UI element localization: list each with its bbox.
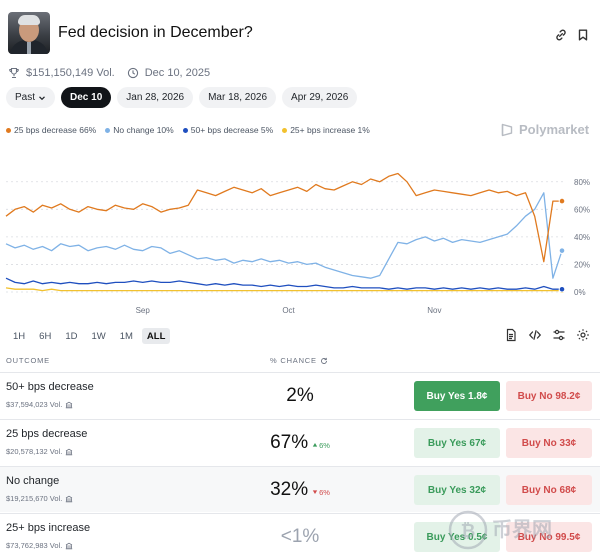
- outcome-chance: 32% 6%: [270, 479, 330, 500]
- series-line: [5, 192, 563, 279]
- date-pill-group: Past Dec 10 Jan 28, 2026 Mar 18, 2026 Ap…: [6, 87, 358, 108]
- market-header: Fed decision in December?: [6, 12, 594, 60]
- column-chance: % CHANCE: [270, 356, 328, 365]
- buy-no-button[interactable]: Buy No 68¢: [506, 475, 592, 505]
- market-volume: $151,150,149 Vol.: [26, 67, 115, 79]
- series-end-point: [558, 247, 566, 254]
- range-1m[interactable]: 1M: [119, 330, 133, 342]
- bank-icon: [66, 542, 73, 549]
- buy-yes-button[interactable]: Buy Yes 32¢: [414, 475, 500, 505]
- outcome-row-25-bps-increase[interactable]: 25+ bps increase $73,762,983 Vol. <1% Bu…: [0, 513, 600, 559]
- market-end-date: Dec 10, 2025: [144, 67, 211, 79]
- series-end-point: [558, 197, 566, 205]
- polymarket-icon: [501, 123, 513, 136]
- chart-series: [5, 172, 566, 294]
- watermark-logo: ₿ 币界网: [448, 510, 552, 550]
- y-tick-label: 40%: [574, 233, 590, 242]
- gear-icon[interactable]: [576, 328, 590, 342]
- range-all[interactable]: ALL: [141, 328, 171, 344]
- date-pill-dec-10[interactable]: Dec 10: [61, 87, 112, 108]
- x-tick-label: Sep: [136, 306, 151, 315]
- outcome-name: 25+ bps increase: [6, 522, 91, 534]
- outcome-chance: 67% 6%: [270, 432, 330, 453]
- range-1h[interactable]: 1H: [13, 330, 26, 342]
- outcome-chance: 2%: [286, 385, 314, 406]
- chart-toolbar: [504, 328, 590, 342]
- y-tick-label: 80%: [574, 178, 590, 187]
- document-icon[interactable]: [504, 328, 518, 342]
- date-pill-apr-29[interactable]: Apr 29, 2026: [282, 87, 358, 108]
- buy-yes-button[interactable]: Buy Yes 1.8¢: [414, 381, 500, 411]
- outcome-row-no-change[interactable]: No change $19,215,670 Vol. 32% 6% Buy Ye…: [0, 466, 600, 512]
- y-tick-label: 0%: [574, 288, 586, 297]
- bank-icon: [66, 495, 73, 502]
- chance-delta-up: 6%: [312, 441, 330, 450]
- bookmark-icon[interactable]: [576, 28, 590, 42]
- column-outcome: OUTCOME: [6, 356, 50, 365]
- chance-delta-down: 6%: [312, 488, 330, 497]
- date-pill-mar-18[interactable]: Mar 18, 2026: [199, 87, 277, 108]
- chart-grid: [6, 181, 566, 293]
- range-1d[interactable]: 1D: [65, 330, 78, 342]
- outcome-volume: $19,215,670 Vol.: [6, 494, 73, 503]
- outcome-name: 25 bps decrease: [6, 428, 88, 440]
- outcome-chance: <1%: [280, 526, 320, 547]
- market-avatar: [8, 12, 50, 54]
- bank-icon: [66, 401, 73, 408]
- outcome-row-25-bps-decrease[interactable]: 25 bps decrease $20,578,132 Vol. 67% 6% …: [0, 419, 600, 465]
- outcome-name: 50+ bps decrease: [6, 381, 94, 393]
- market-meta: $151,150,149 Vol. Dec 10, 2025: [8, 66, 210, 80]
- outcome-name: No change: [6, 475, 60, 487]
- outcome-row-50-bps-decrease[interactable]: 50+ bps decrease $37,594,023 Vol. 2% Buy…: [0, 372, 600, 418]
- watermark-text: 币界网: [492, 517, 552, 541]
- date-pill-past[interactable]: Past: [6, 87, 56, 108]
- buy-yes-button[interactable]: Buy Yes 67¢: [414, 428, 500, 458]
- trophy-icon: [9, 67, 19, 79]
- chevron-down-icon: [39, 95, 45, 100]
- y-tick-label: 60%: [574, 205, 590, 214]
- price-history-chart[interactable]: 80% 60% 40% 20% 0% Sep Oct Nov: [0, 150, 600, 320]
- legend-item: 50+ bps decrease 5%: [182, 125, 273, 135]
- series-line: [5, 287, 562, 292]
- series-end-point: [558, 285, 566, 293]
- series-line: [5, 277, 562, 290]
- series-line: [5, 172, 562, 263]
- legend-item: 25 bps decrease 66%: [6, 125, 96, 135]
- chart-legend: 25 bps decrease 66% No change 10% 50+ bp…: [6, 125, 370, 135]
- buy-no-button[interactable]: Buy No 98.2¢: [506, 381, 592, 411]
- buy-no-button[interactable]: Buy No 99.5¢: [506, 522, 592, 552]
- y-tick-label: 20%: [574, 260, 590, 269]
- market-title: Fed decision in December?: [58, 24, 253, 41]
- outcome-table-header: OUTCOME % CHANCE: [6, 356, 594, 370]
- triangle-down-icon: [312, 490, 318, 494]
- x-tick-label: Nov: [427, 306, 441, 315]
- sliders-icon[interactable]: [552, 328, 566, 342]
- clock-icon: [127, 67, 138, 79]
- buy-no-button[interactable]: Buy No 33¢: [506, 428, 592, 458]
- polymarket-logo: Polymarket: [500, 122, 589, 137]
- embed-code-icon[interactable]: [528, 328, 542, 342]
- range-6h[interactable]: 6H: [39, 330, 52, 342]
- legend-item: 25+ bps increase 1%: [282, 125, 370, 135]
- legend-item: No change 10%: [105, 125, 174, 135]
- svg-text:₿: ₿: [461, 521, 476, 542]
- range-1w[interactable]: 1W: [91, 330, 106, 342]
- chart-axes: 80% 60% 40% 20% 0% Sep Oct Nov: [136, 178, 590, 315]
- outcome-volume: $73,762,983 Vol.: [6, 541, 73, 550]
- time-range-selector: 1H 6H 1D 1W 1M ALL: [8, 328, 171, 344]
- bank-icon: [66, 448, 73, 455]
- link-icon[interactable]: [554, 28, 568, 42]
- x-tick-label: Oct: [282, 306, 295, 315]
- outcome-volume: $20,578,132 Vol.: [6, 447, 73, 456]
- refresh-icon[interactable]: [320, 357, 328, 365]
- outcome-volume: $37,594,023 Vol.: [6, 400, 73, 409]
- triangle-up-icon: [312, 443, 318, 447]
- date-pill-jan-28[interactable]: Jan 28, 2026: [117, 87, 194, 108]
